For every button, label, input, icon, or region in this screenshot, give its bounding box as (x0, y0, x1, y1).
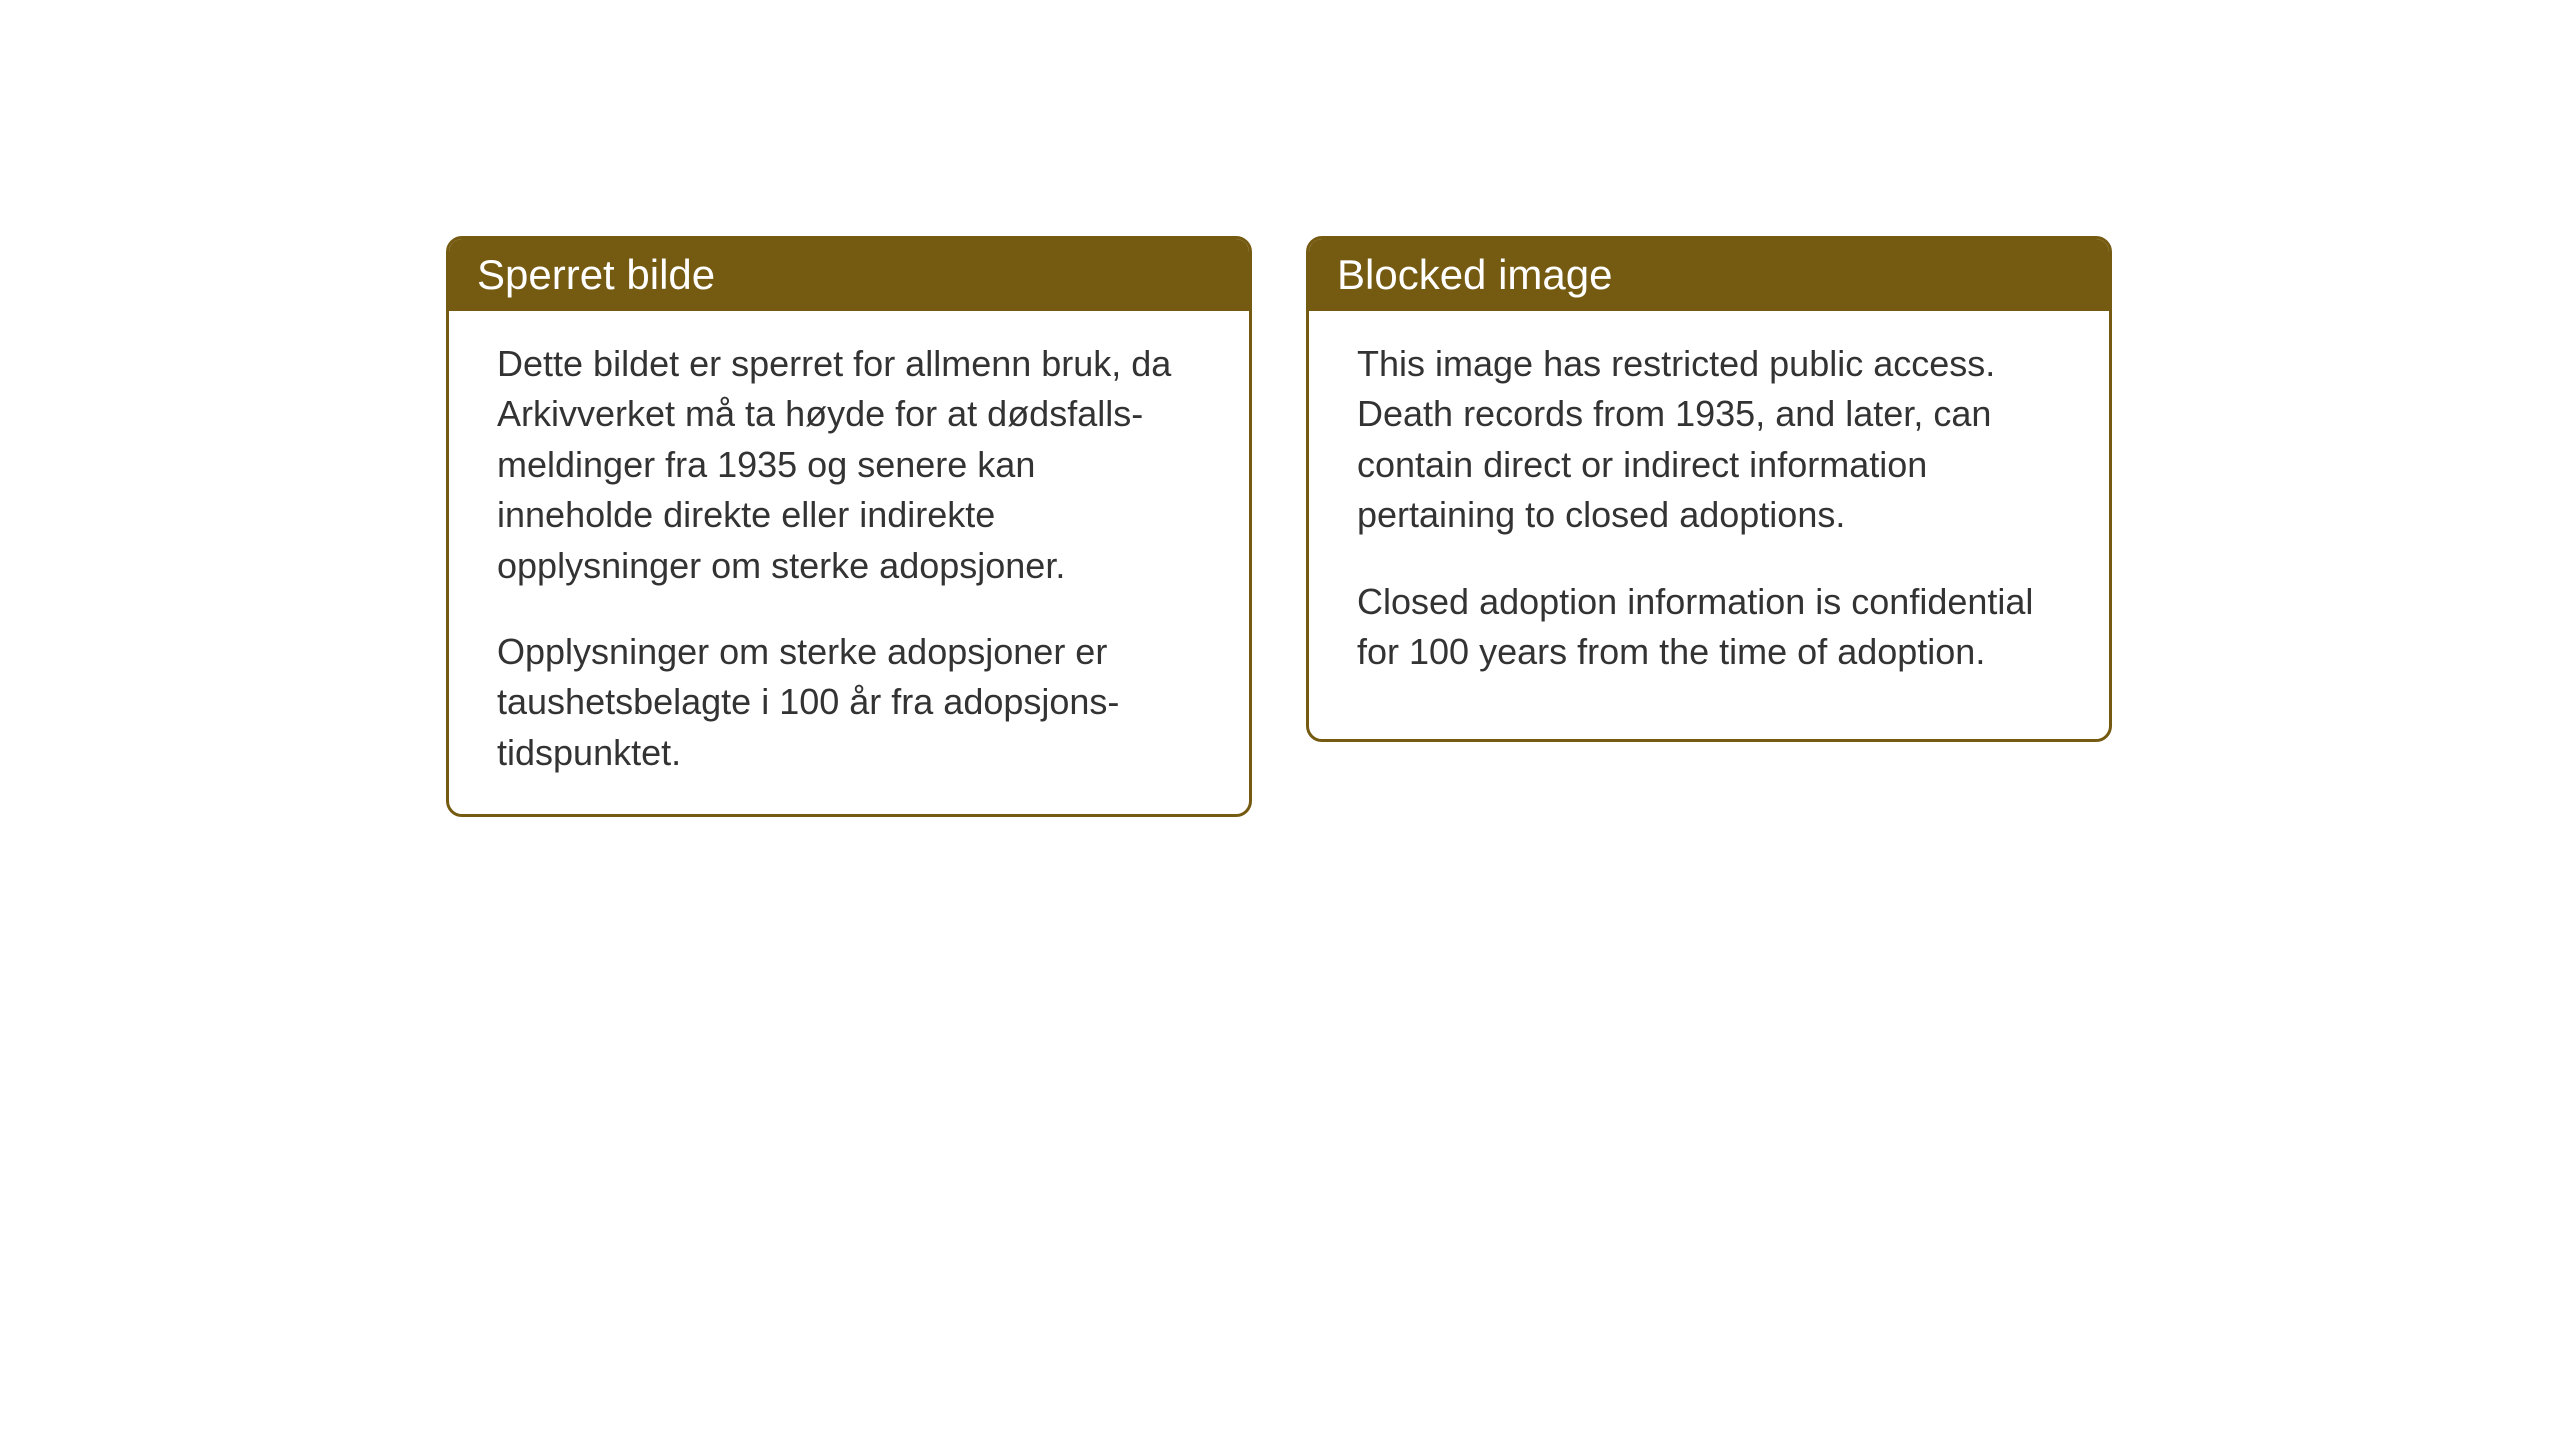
panel-norwegian: Sperret bilde Dette bildet er sperret fo… (446, 236, 1252, 817)
panel-title-english: Blocked image (1337, 251, 1612, 298)
panel-paragraph-1-english: This image has restricted public access.… (1357, 339, 2061, 541)
panel-english: Blocked image This image has restricted … (1306, 236, 2112, 742)
panel-header-english: Blocked image (1309, 239, 2109, 311)
panel-paragraph-2-norwegian: Opplysninger om sterke adopsjoner er tau… (497, 627, 1201, 778)
panel-body-norwegian: Dette bildet er sperret for allmenn bruk… (449, 311, 1249, 814)
panel-header-norwegian: Sperret bilde (449, 239, 1249, 311)
panel-paragraph-1-norwegian: Dette bildet er sperret for allmenn bruk… (497, 339, 1201, 591)
panel-paragraph-2-english: Closed adoption information is confident… (1357, 577, 2061, 678)
panel-body-english: This image has restricted public access.… (1309, 311, 2109, 713)
panels-container: Sperret bilde Dette bildet er sperret fo… (446, 236, 2112, 817)
panel-title-norwegian: Sperret bilde (477, 251, 715, 298)
